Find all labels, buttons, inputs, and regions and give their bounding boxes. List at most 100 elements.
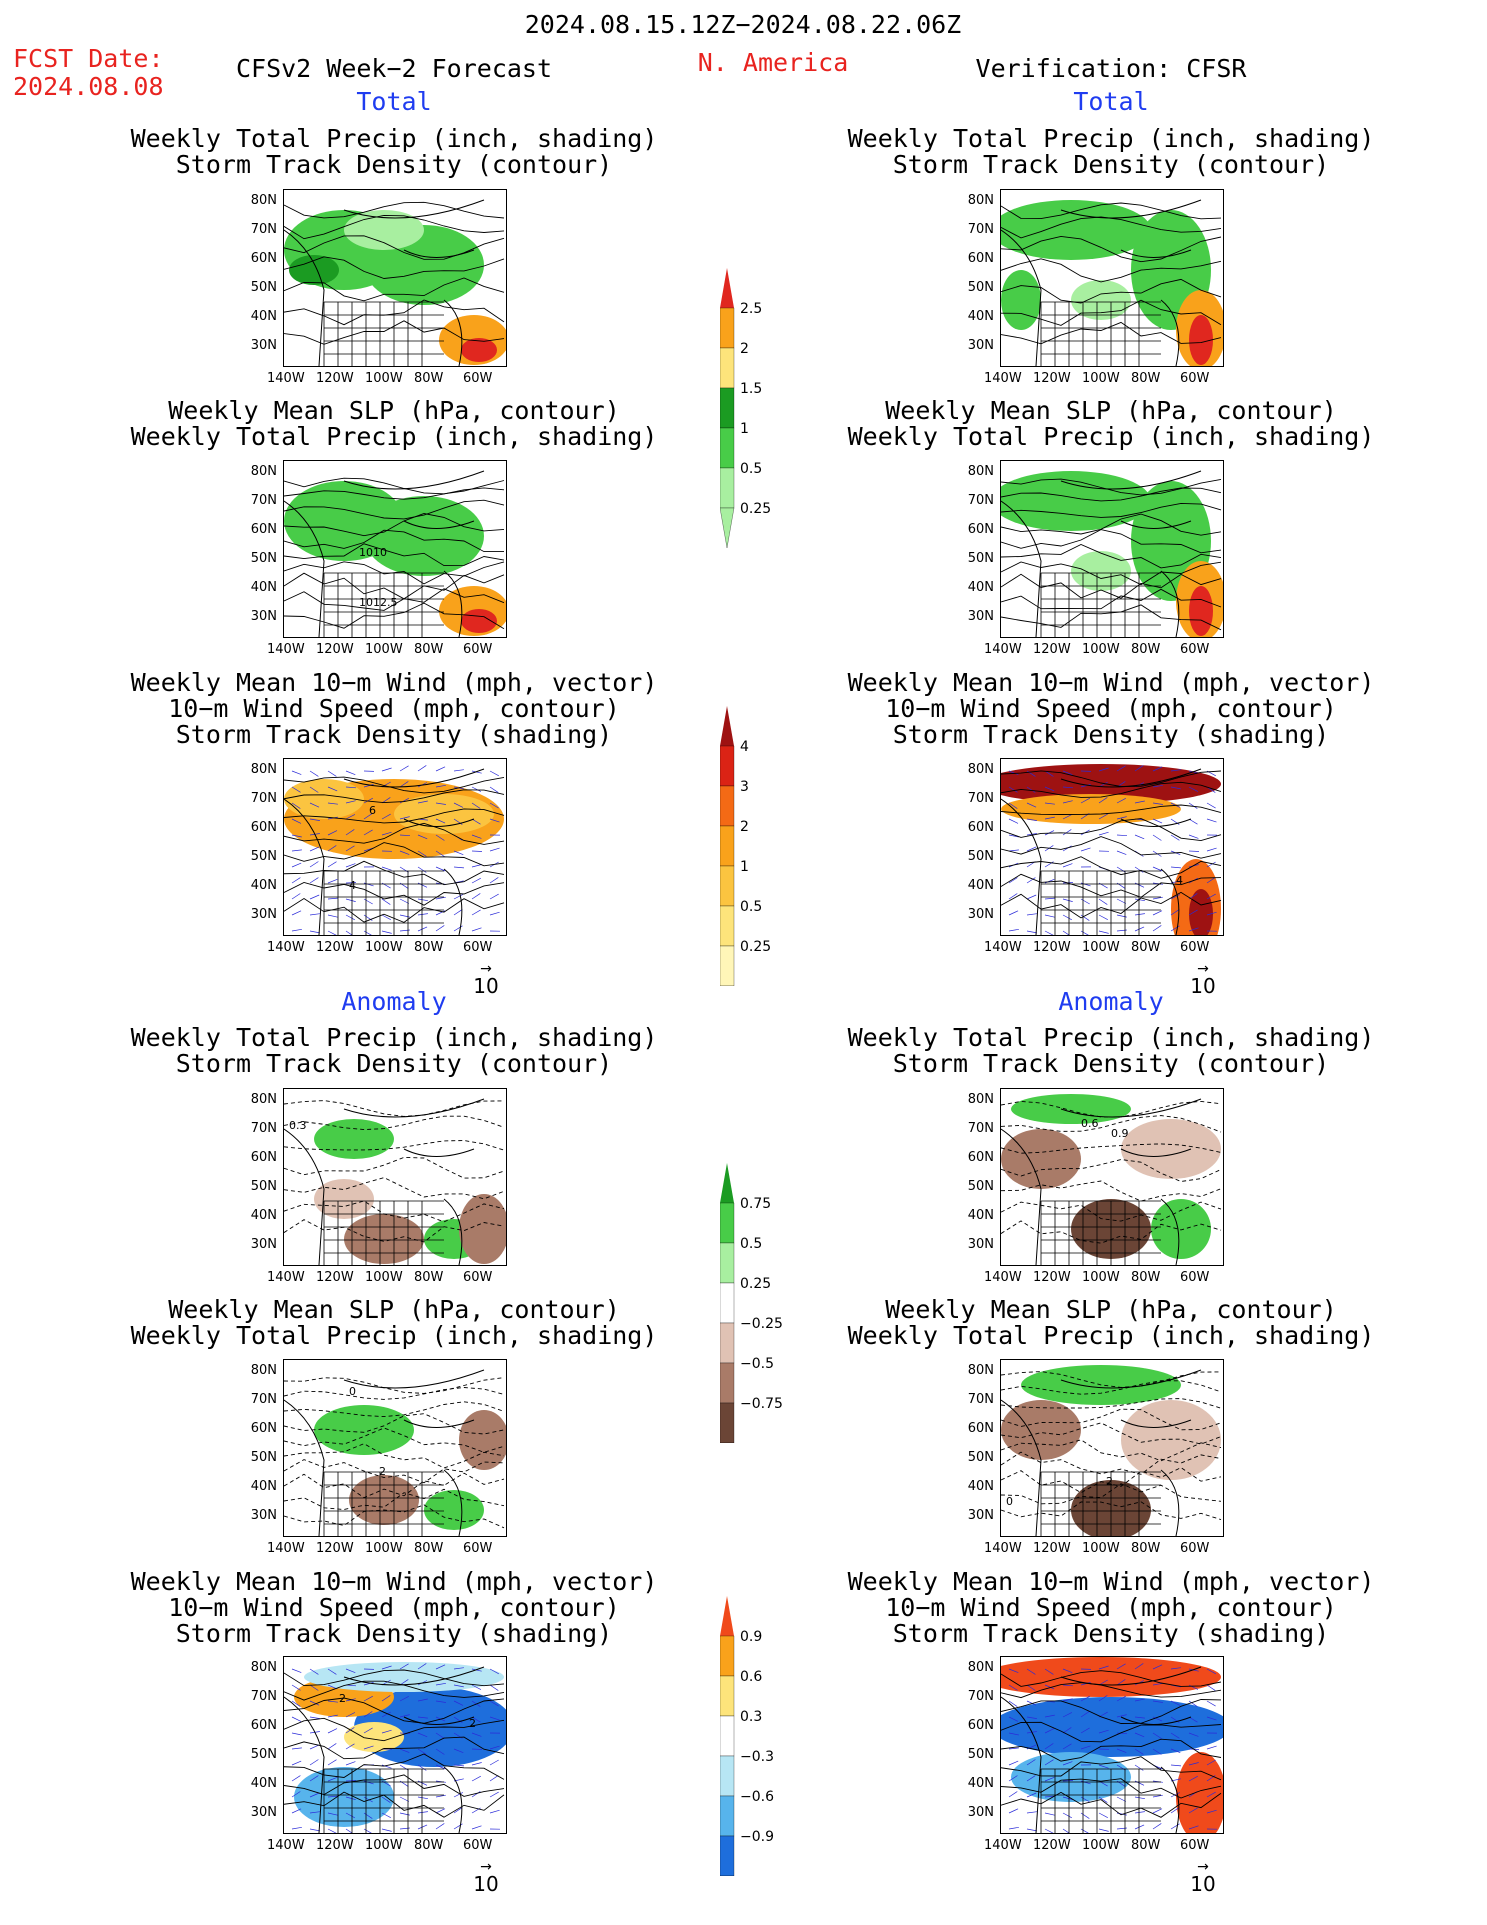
- map-aprecip-fc: 0.3: [283, 1088, 507, 1266]
- lat-tick-label: 70N: [967, 1121, 994, 1136]
- contour-line: [1001, 1756, 1222, 1781]
- colorbar-cap: [720, 268, 734, 308]
- lon-tick-label: 60W: [1180, 371, 1210, 386]
- colorbar-box: [720, 1635, 735, 1677]
- contour-line: [1001, 1371, 1222, 1388]
- lat-tick-label: 40N: [250, 1776, 277, 1791]
- contour-line: [284, 1115, 505, 1131]
- contour-line: [284, 1140, 505, 1151]
- lon-tick-label: 100W: [365, 371, 403, 386]
- shading-region: [1001, 794, 1181, 824]
- panel-title-line: Weekly Mean 10−m Wind (mph, vector): [130, 668, 658, 697]
- shading-region: [344, 1214, 424, 1264]
- contour-line: [1001, 1398, 1222, 1409]
- lat-tick-label: 70N: [250, 791, 277, 806]
- lat-tick-label: 80N: [967, 1092, 994, 1107]
- panel-title-line: Weekly Mean SLP (hPa, contour): [168, 1295, 620, 1324]
- map-wind-obs: 4: [1000, 758, 1224, 936]
- lon-tick-label: 100W: [365, 1270, 403, 1285]
- colorbar-label: 4: [740, 739, 749, 755]
- panel-title-line: 10−m Wind Speed (mph, contour): [885, 694, 1337, 723]
- contour-line: [1001, 804, 1222, 815]
- contour-line: [1001, 487, 1222, 502]
- colorbar-box: [720, 307, 735, 349]
- colorbar-label: 1.5: [740, 381, 763, 397]
- contour-line: [284, 1156, 505, 1179]
- colorbar-label: 0.75: [740, 1196, 772, 1212]
- shading-region: [1001, 1129, 1081, 1189]
- section-total-left: Total: [356, 87, 432, 116]
- lon-tick-label: 80W: [414, 642, 444, 657]
- lon-tick-label: 60W: [463, 940, 493, 955]
- contour-line: [284, 1472, 505, 1499]
- section-anomaly-left: Anomaly: [341, 987, 447, 1016]
- contour-line: [284, 499, 505, 520]
- contour-line: [284, 1717, 505, 1742]
- lon-tick-label: 120W: [1033, 940, 1071, 955]
- lat-tick-label: 80N: [250, 1092, 277, 1107]
- colorbar-cap: [720, 1596, 734, 1636]
- lon-tick-label: 120W: [316, 1541, 354, 1556]
- fcst-date-value: 2024.08.08: [13, 72, 164, 101]
- contour-label: 0.6: [1081, 1117, 1099, 1130]
- lat-tick-label: 70N: [967, 1392, 994, 1407]
- colorbar-label: 0.9: [740, 1629, 763, 1645]
- contour-line: [1001, 1682, 1222, 1699]
- contour-label: 2: [339, 1692, 346, 1705]
- contour-line: [284, 822, 505, 845]
- lat-tick-label: 60N: [250, 820, 277, 835]
- colorbar-box: [720, 1322, 735, 1364]
- colorbar-box: [720, 347, 735, 389]
- panel-title-line: Storm Track Density (contour): [892, 1049, 1330, 1078]
- lat-tick-label: 50N: [250, 1450, 277, 1465]
- colorbar-box: [720, 467, 735, 509]
- colorbar-box: [720, 1675, 735, 1717]
- lat-tick-label: 70N: [967, 222, 994, 237]
- contour-line: [1001, 1699, 1222, 1724]
- panel-title-line: Weekly Total Precip (inch, shading): [847, 1023, 1375, 1052]
- lat-tick-label: 50N: [250, 280, 277, 295]
- shading-region: [459, 1194, 506, 1264]
- lon-tick-label: 60W: [463, 1270, 493, 1285]
- lat-tick-label: 50N: [967, 551, 994, 566]
- forecast-title: CFSv2 Week−2 Forecast: [235, 54, 553, 83]
- contour-label: 4: [349, 879, 356, 892]
- lon-tick-label: 120W: [316, 371, 354, 386]
- shading-region: [314, 1179, 374, 1219]
- contour-line: [1001, 544, 1222, 569]
- lon-tick-label: 100W: [365, 940, 403, 955]
- wind-vectors: [1008, 1663, 1218, 1833]
- colorbar-box: [720, 1202, 735, 1244]
- lat-tick-label: 60N: [967, 251, 994, 266]
- shading-region: [1071, 280, 1131, 320]
- lat-tick-label: 70N: [967, 1689, 994, 1704]
- contour-line: [284, 776, 505, 794]
- shading-region: [314, 1119, 394, 1159]
- lat-tick-label: 60N: [967, 1150, 994, 1165]
- colorbar-label: 0.6: [740, 1669, 763, 1685]
- colorbar-label: 1: [740, 859, 749, 875]
- lon-tick-label: 100W: [1082, 642, 1120, 657]
- contour-line: [1001, 781, 1222, 798]
- state-borders: [284, 470, 485, 637]
- lon-tick-label: 100W: [365, 642, 403, 657]
- panel-title-line: Weekly Mean SLP (hPa, contour): [168, 396, 620, 425]
- lat-tick-label: 30N: [250, 1508, 277, 1523]
- lat-tick-label: 50N: [967, 1179, 994, 1194]
- lon-tick-label: 120W: [1033, 642, 1071, 657]
- state-borders: [1001, 1369, 1202, 1536]
- shading-region: [1189, 315, 1213, 365]
- colorbar-label: −0.6: [740, 1789, 774, 1805]
- contour-label: 0.3: [289, 1119, 307, 1132]
- contour-label: 2: [469, 1717, 476, 1730]
- shading-region: [394, 794, 494, 834]
- lon-tick-label: 140W: [267, 642, 305, 657]
- lat-tick-label: 40N: [967, 309, 994, 324]
- lat-tick-label: 70N: [250, 222, 277, 237]
- colorbar-box: [720, 1795, 735, 1837]
- colorbar-box: [720, 1715, 735, 1757]
- state-borders: [284, 1666, 485, 1833]
- lat-tick-label: 80N: [967, 1660, 994, 1675]
- colorbar-cap: [720, 706, 734, 746]
